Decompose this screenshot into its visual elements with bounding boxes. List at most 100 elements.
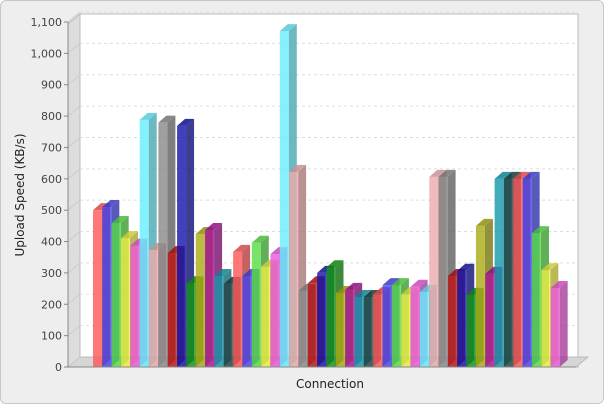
bar-front xyxy=(317,272,327,367)
bar-front xyxy=(177,125,187,368)
bar-front xyxy=(111,223,121,367)
bar-top xyxy=(111,216,129,224)
bar-front xyxy=(410,286,420,367)
bar-front xyxy=(149,250,159,367)
gridline-wall xyxy=(67,137,81,148)
y-tick-label: 900 xyxy=(41,79,62,92)
y-tick-label: 0 xyxy=(55,361,62,374)
bar-front xyxy=(438,176,448,367)
bar-front xyxy=(307,283,317,367)
bar-front xyxy=(466,294,476,367)
bar-front xyxy=(447,276,457,367)
bar-top xyxy=(531,226,549,234)
bar-front xyxy=(550,287,560,367)
gridline-wall xyxy=(67,199,81,211)
bar-front xyxy=(354,297,364,367)
bar-top xyxy=(205,222,223,230)
bar-front xyxy=(121,238,131,367)
bar-top xyxy=(345,282,363,290)
gridline-wall xyxy=(67,325,81,337)
bar-front xyxy=(503,178,513,367)
bar-front xyxy=(186,283,196,367)
bar-front xyxy=(485,273,495,367)
bar-front xyxy=(522,178,532,367)
bar-top xyxy=(513,171,531,179)
bar-top xyxy=(429,169,447,177)
bar-front xyxy=(251,242,261,367)
bar-top xyxy=(177,118,195,126)
gridline-wall xyxy=(67,231,81,242)
gridline-wall xyxy=(67,356,81,368)
bar-top xyxy=(251,235,269,243)
bar-front xyxy=(513,178,523,367)
bar-front xyxy=(429,176,439,367)
y-tick-label: 600 xyxy=(41,173,62,186)
bar-top xyxy=(354,290,372,298)
gridline-wall xyxy=(67,11,81,23)
bar-top xyxy=(522,171,540,179)
bar-front xyxy=(391,285,401,367)
bar-front xyxy=(93,210,102,367)
bar-front xyxy=(214,276,224,367)
gridline-wall xyxy=(67,262,81,274)
bar-top xyxy=(541,263,559,271)
y-axis-label: Upload Speed (KB/s) xyxy=(13,133,27,256)
bar-front xyxy=(382,285,392,367)
bar-top xyxy=(391,278,409,286)
y-tick-label: 400 xyxy=(41,236,62,249)
bar-top xyxy=(121,231,139,239)
bar-front xyxy=(233,251,243,367)
y-tick-label: 200 xyxy=(41,298,62,311)
left-wall xyxy=(67,12,81,369)
bar-top xyxy=(279,24,297,32)
gridline-wall xyxy=(67,74,81,86)
bar-top xyxy=(410,279,428,287)
bar-front xyxy=(531,233,541,367)
bar-front xyxy=(158,122,168,367)
bar-front xyxy=(401,294,411,367)
bar-front xyxy=(195,234,205,367)
y-tick-label: 800 xyxy=(41,110,62,123)
bar-front xyxy=(270,254,280,367)
bar-front xyxy=(457,270,467,367)
gridline-wall xyxy=(67,105,81,117)
bar-top xyxy=(289,164,307,172)
bar-top xyxy=(550,280,568,288)
y-tick-label: 1,000 xyxy=(31,47,63,60)
bar-side xyxy=(559,280,568,367)
bar-front xyxy=(419,291,429,367)
bar-front xyxy=(373,294,383,367)
y-tick-label: 1,100 xyxy=(31,16,63,29)
bar-front xyxy=(289,171,299,367)
bar-front xyxy=(475,225,485,367)
y-tick-label: 500 xyxy=(41,204,62,217)
bar-front xyxy=(345,289,355,367)
bar-top xyxy=(139,112,157,120)
bar-front xyxy=(205,229,215,367)
bar-front xyxy=(167,253,177,367)
bar-front xyxy=(363,297,373,367)
bar-front xyxy=(298,290,308,367)
bar-front xyxy=(326,267,336,367)
bar-top xyxy=(326,260,344,268)
x-axis-label: Connection xyxy=(296,377,364,391)
bar-top xyxy=(214,269,232,277)
bar-front xyxy=(102,207,112,367)
bar-front xyxy=(223,283,233,367)
bar-front xyxy=(139,119,149,367)
gridline-wall xyxy=(67,168,81,180)
bar-top xyxy=(382,278,400,286)
bar-top xyxy=(233,244,251,252)
gridline-wall xyxy=(67,293,81,305)
y-tick-label: 100 xyxy=(41,330,62,343)
bar-front xyxy=(130,245,140,367)
bar-front xyxy=(279,31,289,367)
bar-top xyxy=(503,171,521,179)
bar-front xyxy=(242,276,252,367)
bar-top xyxy=(457,263,475,271)
bar-front xyxy=(541,270,551,367)
bar-top xyxy=(475,218,493,226)
gridline-wall xyxy=(67,42,81,54)
bar-front xyxy=(494,178,504,367)
